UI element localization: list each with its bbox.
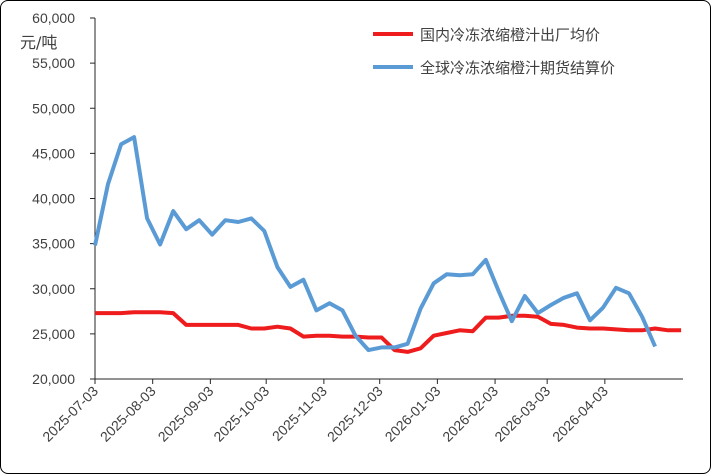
x-tick-label: 2025-11-03 bbox=[269, 383, 330, 444]
y-tick-label: 45,000 bbox=[32, 145, 75, 161]
x-tick-label: 2025-12-03 bbox=[324, 383, 386, 445]
x-tick-label: 2025-10-03 bbox=[210, 383, 272, 445]
x-tick-label: 2025-08-03 bbox=[97, 383, 159, 445]
y-tick-label: 25,000 bbox=[32, 326, 75, 342]
y-tick-label: 35,000 bbox=[32, 236, 75, 252]
y-tick-label: 55,000 bbox=[32, 55, 75, 71]
legend-label-1: 国内冷冻浓缩橙汁出厂均价 bbox=[420, 26, 600, 44]
y-axis-ticks: 20,000 25,000 30,000 35,000 40,000 45,000 50,0… bbox=[32, 10, 95, 387]
y-tick-label: 40,000 bbox=[32, 191, 75, 207]
y-tick-label: 50,000 bbox=[32, 100, 75, 116]
y-tick-label: 60,000 bbox=[32, 10, 75, 26]
y-tick-label: 30,000 bbox=[32, 281, 75, 297]
legend-label-2: 全球冷冻浓缩橙汁期货结算价 bbox=[420, 59, 615, 77]
x-tick-label: 2026-03-03 bbox=[491, 383, 553, 445]
series-line-1 bbox=[95, 310, 682, 354]
x-tick-label: 2025-09-03 bbox=[155, 383, 217, 445]
y-axis-unit: 元/吨 bbox=[20, 33, 57, 52]
axes bbox=[94, 18, 683, 380]
series-line-2 bbox=[93, 135, 657, 353]
y-tick-label: 20,000 bbox=[32, 371, 75, 387]
series-lines bbox=[93, 135, 682, 354]
x-tick-label: 2025-07-03 bbox=[39, 383, 101, 445]
x-tick-label: 2026-01-03 bbox=[382, 383, 444, 445]
x-axis-ticks: 2025-07-032025-08-032025-09-032025-10-03… bbox=[39, 379, 611, 445]
x-tick-label: 2026-04-03 bbox=[549, 383, 611, 445]
